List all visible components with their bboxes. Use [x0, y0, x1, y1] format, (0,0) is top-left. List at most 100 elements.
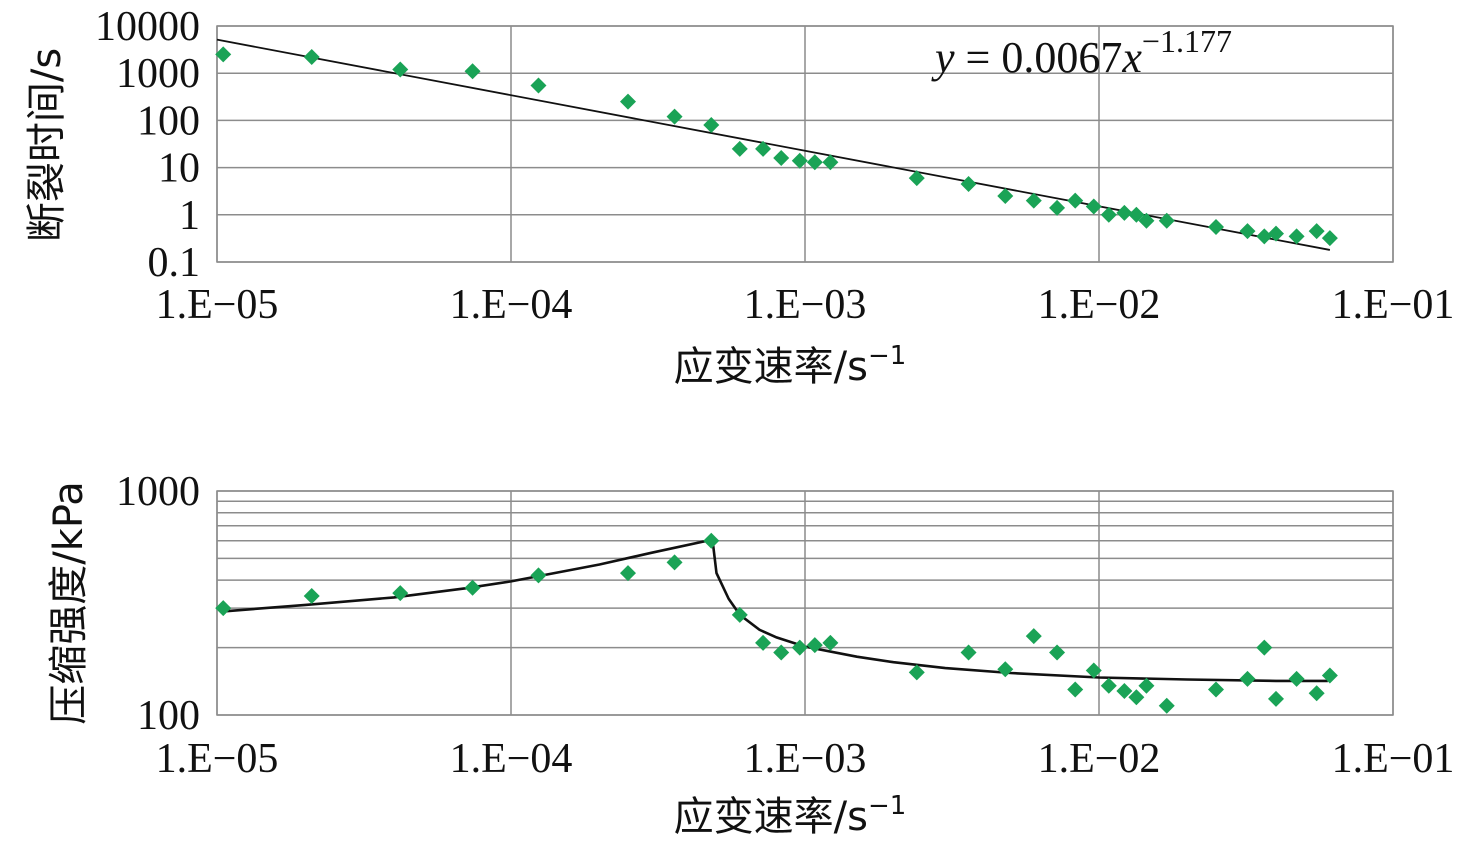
chart1-x-axis-title-main: 应变速率/s	[674, 344, 868, 390]
x-tick-label: 1.E−03	[744, 736, 867, 782]
data-point	[1256, 228, 1273, 245]
data-point	[1067, 192, 1084, 209]
data-point	[530, 77, 547, 94]
data-point	[791, 639, 808, 656]
y-tick-label: 100	[137, 693, 200, 739]
chart2-fit-curve	[223, 538, 1328, 683]
y-tick-label: 10	[158, 146, 200, 192]
data-point	[755, 140, 772, 157]
data-point	[1085, 198, 1102, 215]
x-tick-label: 1.E−04	[450, 736, 573, 782]
fit-equation: y = 0.0067x−1.177	[931, 23, 1232, 82]
x-tick-label: 1.E−05	[156, 282, 279, 328]
chart1-grid	[216, 25, 1394, 263]
x-tick-label: 1.E−04	[450, 282, 573, 328]
data-point	[1025, 192, 1042, 209]
data-point	[1116, 682, 1133, 699]
y-tick-label: 1	[179, 193, 200, 239]
x-tick-label: 1.E−05	[156, 736, 279, 782]
data-point	[1158, 697, 1175, 714]
data-point	[303, 49, 320, 66]
data-point	[215, 600, 232, 617]
data-point	[619, 565, 636, 582]
data-point	[806, 637, 823, 654]
chart2-grid	[216, 490, 1394, 716]
data-point	[1138, 677, 1155, 694]
x-tick-label: 1.E−01	[1332, 736, 1455, 782]
chart1-x-tick-labels: 1.E−05 1.E−04 1.E−03 1.E−02 1.E−01	[156, 282, 1455, 328]
data-point	[1308, 223, 1325, 240]
data-point	[1025, 628, 1042, 645]
data-point	[1288, 228, 1305, 245]
data-point	[464, 63, 481, 80]
chart2-y-axis-title: 压缩强度/kPa	[46, 481, 92, 724]
data-point	[755, 634, 772, 651]
data-point	[1116, 204, 1133, 221]
y-tick-label: 0.1	[148, 240, 201, 286]
data-point	[822, 634, 839, 651]
data-point	[773, 149, 790, 166]
y-tick-label: 1000	[116, 469, 200, 515]
data-point	[1288, 670, 1305, 687]
data-point	[908, 170, 925, 187]
chart1-x-axis-title-sup: −1	[868, 341, 906, 371]
data-point	[731, 606, 748, 623]
data-point	[1207, 681, 1224, 698]
data-point	[1268, 690, 1285, 707]
data-point	[666, 554, 683, 571]
data-point	[1049, 644, 1066, 661]
data-point	[791, 152, 808, 169]
data-point	[1067, 681, 1084, 698]
chart2-x-axis-title-sup: −1	[868, 791, 906, 821]
data-point	[392, 61, 409, 78]
data-point	[303, 587, 320, 604]
data-point	[530, 567, 547, 584]
equation-coefficient: = 0.0067	[955, 33, 1123, 82]
data-point	[997, 661, 1014, 678]
data-point	[1100, 677, 1117, 694]
data-point	[1049, 199, 1066, 216]
data-point	[1256, 639, 1273, 656]
data-point	[822, 154, 839, 171]
data-point	[960, 644, 977, 661]
data-point	[619, 93, 636, 110]
data-point	[731, 140, 748, 157]
data-point	[1268, 225, 1285, 242]
data-point	[1138, 212, 1155, 229]
chart1-y-axis-title: 断裂时间/s	[24, 48, 70, 242]
chart1-x-axis-title: 应变速率/s−1	[674, 341, 907, 390]
data-point	[703, 116, 720, 133]
chart2-y-tick-labels: 100 1000	[116, 469, 200, 739]
chart2-x-axis-title-main: 应变速率/s	[674, 794, 868, 840]
x-tick-label: 1.E−01	[1332, 282, 1455, 328]
data-point	[703, 532, 720, 549]
data-point	[666, 108, 683, 125]
data-point	[1239, 670, 1256, 687]
chart2-x-tick-labels: 1.E−05 1.E−04 1.E−03 1.E−02 1.E−01	[156, 736, 1455, 782]
equation-x-var: x	[1121, 33, 1142, 82]
data-point	[1158, 212, 1175, 229]
chart2-data-points	[215, 532, 1338, 714]
data-point	[1100, 206, 1117, 223]
x-tick-label: 1.E−02	[1038, 282, 1161, 328]
chart2-x-axis-title: 应变速率/s−1	[674, 791, 907, 840]
compressive-strength-chart: 100 1000 1.E−05 1.E−04 1.E−03 1.E−02 1.E−01 压…	[46, 469, 1454, 840]
data-point	[392, 585, 409, 602]
data-point	[1085, 662, 1102, 679]
y-tick-label: 1000	[116, 51, 200, 97]
y-tick-label: 100	[137, 98, 200, 144]
data-point	[1128, 689, 1145, 706]
data-point	[908, 664, 925, 681]
data-point	[773, 644, 790, 661]
equation-exponent: −1.177	[1142, 23, 1232, 59]
y-tick-label: 10000	[95, 4, 200, 50]
data-point	[1207, 219, 1224, 236]
data-point	[1321, 230, 1338, 247]
equation-y-var: y	[931, 33, 955, 82]
fit-curve	[223, 538, 1328, 683]
data-point	[1308, 685, 1325, 702]
data-point	[215, 46, 232, 63]
